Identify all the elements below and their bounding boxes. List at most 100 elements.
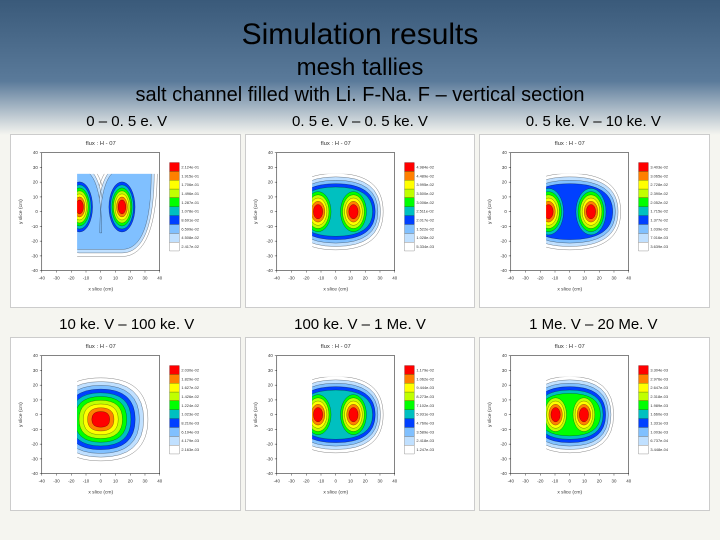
svg-text:0: 0 (100, 275, 103, 280)
contour-plot: flux : H - 07-40-40-30-30-20-20-10-10001… (246, 135, 475, 307)
svg-text:y slice (cm): y slice (cm) (487, 199, 493, 224)
svg-text:4.489e-02: 4.489e-02 (416, 173, 434, 178)
svg-text:40: 40 (392, 275, 397, 280)
svg-text:-30: -30 (53, 275, 60, 280)
plot-frame: flux : H - 07-40-40-30-30-20-20-10-10001… (245, 337, 476, 511)
svg-text:1.287e-01: 1.287e-01 (181, 200, 199, 205)
svg-text:20: 20 (362, 478, 367, 483)
energy-label: 100 ke. V – 1 Me. V (244, 316, 475, 333)
svg-text:4.760e-03: 4.760e-03 (416, 420, 434, 425)
svg-text:30: 30 (377, 478, 382, 483)
plot-cell: flux : H - 07-40-40-30-30-20-20-10-10001… (477, 335, 712, 513)
svg-text:-10: -10 (501, 427, 508, 432)
svg-text:-30: -30 (501, 456, 508, 461)
svg-text:0: 0 (505, 412, 508, 417)
svg-text:-30: -30 (288, 478, 295, 483)
svg-text:-10: -10 (83, 275, 90, 280)
svg-text:4.508e-02: 4.508e-02 (181, 235, 199, 240)
svg-text:1.179e-02: 1.179e-02 (416, 367, 434, 372)
svg-text:10: 10 (268, 397, 273, 402)
svg-text:2.124e-01: 2.124e-01 (181, 164, 199, 169)
svg-text:30: 30 (612, 275, 617, 280)
plot-cell: flux : H - 07-40-40-30-30-20-20-10-10001… (243, 132, 478, 310)
svg-text:3.995e-02: 3.995e-02 (416, 182, 434, 187)
svg-text:y slice (cm): y slice (cm) (253, 402, 259, 427)
plot-cell: flux : H - 07-40-40-30-30-20-20-10-10001… (8, 335, 243, 513)
svg-text:7.102e-03: 7.102e-03 (416, 403, 434, 408)
svg-text:flux : H - 07: flux : H - 07 (555, 344, 585, 350)
svg-text:1.331e-03: 1.331e-03 (651, 420, 669, 425)
svg-text:x slice (cm): x slice (cm) (558, 489, 583, 495)
svg-text:30: 30 (502, 165, 507, 170)
svg-text:x slice (cm): x slice (cm) (323, 286, 348, 292)
svg-text:20: 20 (128, 478, 133, 483)
svg-text:y slice (cm): y slice (cm) (18, 402, 24, 427)
svg-text:-20: -20 (303, 478, 310, 483)
svg-text:0: 0 (270, 412, 273, 417)
page-description: salt channel filled with Li. F-Na. F – v… (0, 84, 720, 107)
svg-text:y slice (cm): y slice (cm) (253, 199, 259, 224)
svg-text:6.194e-03: 6.194e-03 (181, 429, 199, 434)
svg-text:5.931e-03: 5.931e-03 (416, 412, 434, 417)
svg-text:-30: -30 (53, 478, 60, 483)
svg-text:10: 10 (33, 397, 38, 402)
svg-text:0: 0 (569, 275, 572, 280)
svg-text:2.030e-02: 2.030e-02 (181, 367, 199, 372)
svg-text:1.829e-02: 1.829e-02 (181, 376, 199, 381)
svg-text:x slice (cm): x slice (cm) (88, 286, 113, 292)
svg-text:4.179e-03: 4.179e-03 (181, 438, 199, 443)
svg-text:1.028e-02: 1.028e-02 (416, 235, 434, 240)
plot-cell: flux : H - 07-40-40-30-30-20-20-10-10001… (8, 132, 243, 310)
svg-text:10: 10 (582, 275, 587, 280)
svg-text:flux : H - 07: flux : H - 07 (555, 141, 585, 147)
svg-text:20: 20 (268, 180, 273, 185)
plot-cell: flux : H - 07-40-40-30-30-20-20-10-10001… (243, 335, 478, 513)
svg-text:1.706e-01: 1.706e-01 (181, 182, 199, 187)
svg-text:-10: -10 (266, 427, 273, 432)
plot-frame: flux : H - 07-40-40-30-30-20-20-10-10001… (10, 134, 241, 308)
svg-text:-40: -40 (39, 478, 46, 483)
svg-text:-20: -20 (31, 442, 38, 447)
energy-label: 0 – 0. 5 e. V (11, 113, 242, 130)
svg-text:-20: -20 (303, 275, 310, 280)
svg-text:8.210e-03: 8.210e-03 (181, 420, 199, 425)
svg-text:0: 0 (569, 478, 572, 483)
page-title: Simulation results (0, 18, 720, 52)
svg-text:1.915e-01: 1.915e-01 (181, 173, 199, 178)
svg-text:30: 30 (377, 275, 382, 280)
svg-text:1.377e-02: 1.377e-02 (651, 217, 669, 222)
svg-text:y slice (cm): y slice (cm) (487, 402, 493, 427)
svg-text:2.052e-02: 2.052e-02 (651, 200, 669, 205)
svg-text:2.318e-03: 2.318e-03 (651, 394, 669, 399)
svg-text:-10: -10 (501, 224, 508, 229)
svg-text:3.403e-02: 3.403e-02 (651, 164, 669, 169)
svg-text:30: 30 (268, 368, 273, 373)
svg-text:3.304e-03: 3.304e-03 (651, 367, 669, 372)
svg-text:10: 10 (348, 275, 353, 280)
svg-text:20: 20 (597, 275, 602, 280)
svg-text:8.273e-03: 8.273e-03 (416, 394, 434, 399)
svg-text:-40: -40 (31, 471, 38, 476)
energy-labels-row-1: 0 – 0. 5 e. V 0. 5 e. V – 0. 5 ke. V 0. … (0, 113, 720, 130)
svg-text:y slice (cm): y slice (cm) (18, 199, 24, 224)
svg-text:3.065e-02: 3.065e-02 (651, 173, 669, 178)
svg-text:0: 0 (270, 209, 273, 214)
svg-text:flux : H - 07: flux : H - 07 (86, 141, 116, 147)
svg-text:-40: -40 (508, 275, 515, 280)
svg-text:1.224e-02: 1.224e-02 (181, 403, 199, 408)
svg-text:3.589e-03: 3.589e-03 (416, 429, 434, 434)
energy-label: 0. 5 ke. V – 10 ke. V (478, 113, 709, 130)
svg-text:-40: -40 (501, 471, 508, 476)
svg-text:2.511e-02: 2.511e-02 (416, 209, 433, 214)
svg-text:30: 30 (33, 368, 38, 373)
plot-frame: flux : H - 07-40-40-30-30-20-20-10-10001… (245, 134, 476, 308)
svg-text:-10: -10 (317, 275, 324, 280)
svg-text:8.691e-02: 8.691e-02 (181, 217, 199, 222)
svg-text:1.426e-02: 1.426e-02 (181, 394, 199, 399)
svg-text:20: 20 (33, 180, 38, 185)
svg-text:1.496e-01: 1.496e-01 (181, 191, 199, 196)
svg-text:0: 0 (35, 412, 38, 417)
svg-text:flux : H - 07: flux : H - 07 (320, 141, 350, 147)
svg-text:3.448e-04: 3.448e-04 (651, 447, 669, 452)
svg-text:2.417e-02: 2.417e-02 (181, 244, 199, 249)
